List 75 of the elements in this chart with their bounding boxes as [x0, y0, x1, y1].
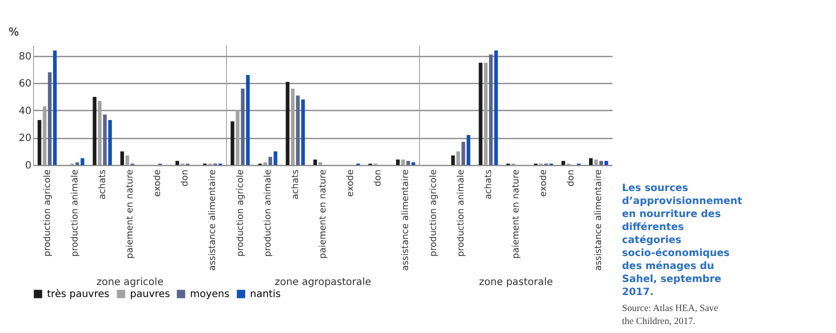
bar: [484, 62, 488, 165]
chart-title: Les sources d’approvisionnement en nourriture des différentes catégories socio-économiques des ménages du Sahel, septembre 2017.: [622, 183, 742, 298]
bar: [80, 158, 84, 165]
x-tick-label: production animale: [456, 169, 466, 257]
x-tick-label: achats: [290, 169, 301, 200]
y-axis-title: %: [8, 26, 19, 38]
x-tick-label: paiement en nature: [318, 169, 328, 259]
bar: [604, 160, 608, 165]
x-tick-label: exode: [346, 169, 356, 197]
bar: [103, 114, 107, 165]
x-tick-label: production agricole: [42, 169, 53, 257]
bar: [594, 160, 598, 165]
bar: [406, 160, 410, 165]
bar: [466, 135, 470, 165]
x-tick-label: paiement en nature: [126, 169, 136, 259]
bar: [286, 82, 290, 165]
bar: [401, 160, 405, 165]
bar: [451, 155, 455, 165]
x-tick-label: production animale: [263, 169, 274, 257]
bar: [108, 120, 112, 165]
bar: [478, 62, 482, 165]
x-tick-label: production agricole: [236, 169, 246, 257]
bar: [246, 75, 250, 165]
bar: [313, 160, 317, 165]
legend-label: moyens: [190, 289, 230, 300]
bar: [274, 151, 278, 165]
legend-label: nantis: [250, 289, 281, 300]
legend-label: très pauvres: [47, 289, 110, 300]
bar: [489, 54, 493, 165]
x-tick-label: don: [374, 170, 384, 186]
bar: [599, 160, 604, 165]
bar: [48, 72, 52, 165]
bar: [240, 88, 245, 165]
bar: [38, 120, 42, 165]
bar: [268, 156, 272, 165]
bar: [561, 160, 566, 165]
x-tick-label: paiement en nature: [512, 169, 522, 259]
source-note: Source: Atlas HEA, Save the Children, 2017.: [622, 304, 718, 327]
x-tick-label: exode: [539, 169, 550, 197]
bar: [120, 151, 124, 165]
y-tick-label: 20: [18, 133, 32, 144]
bar: [456, 151, 460, 165]
bar: [125, 155, 130, 165]
bar: [589, 158, 593, 165]
x-tick-label: don: [180, 170, 191, 186]
x-tick-label: assistance alimentaire: [594, 169, 604, 271]
y-tick-label: 80: [18, 51, 32, 62]
bar: [53, 50, 57, 165]
x-axis-title: zone agropastorale: [274, 276, 372, 288]
bar: [296, 95, 300, 165]
bar: [98, 100, 102, 165]
x-tick-label: exode: [153, 169, 164, 197]
x-tick-label: assistance alimentaire: [208, 169, 218, 271]
bar: [396, 160, 400, 165]
bar: [175, 160, 180, 165]
bar: [494, 50, 498, 165]
x-tick-label: don: [566, 170, 577, 186]
x-tick-label: assistance alimentaire: [401, 169, 412, 271]
bar: [230, 121, 234, 165]
x-tick-label: production animale: [70, 169, 80, 257]
bar: [236, 110, 240, 165]
x-axis-title: zone pastorale: [479, 276, 553, 288]
x-tick-label: production agricole: [428, 169, 439, 257]
x-axis-title: zone agricole: [96, 276, 164, 288]
bar: [461, 142, 466, 165]
bar: [290, 88, 295, 165]
legend-label: pauvres: [130, 289, 170, 300]
x-tick-label: achats: [484, 169, 494, 200]
y-tick-label: 0: [25, 160, 32, 172]
y-tick-label: 60: [18, 78, 32, 90]
bar: [301, 100, 305, 165]
bar: [42, 106, 46, 165]
y-tick-label: 40: [18, 106, 32, 117]
bar: [92, 96, 96, 165]
x-tick-label: achats: [98, 169, 108, 200]
